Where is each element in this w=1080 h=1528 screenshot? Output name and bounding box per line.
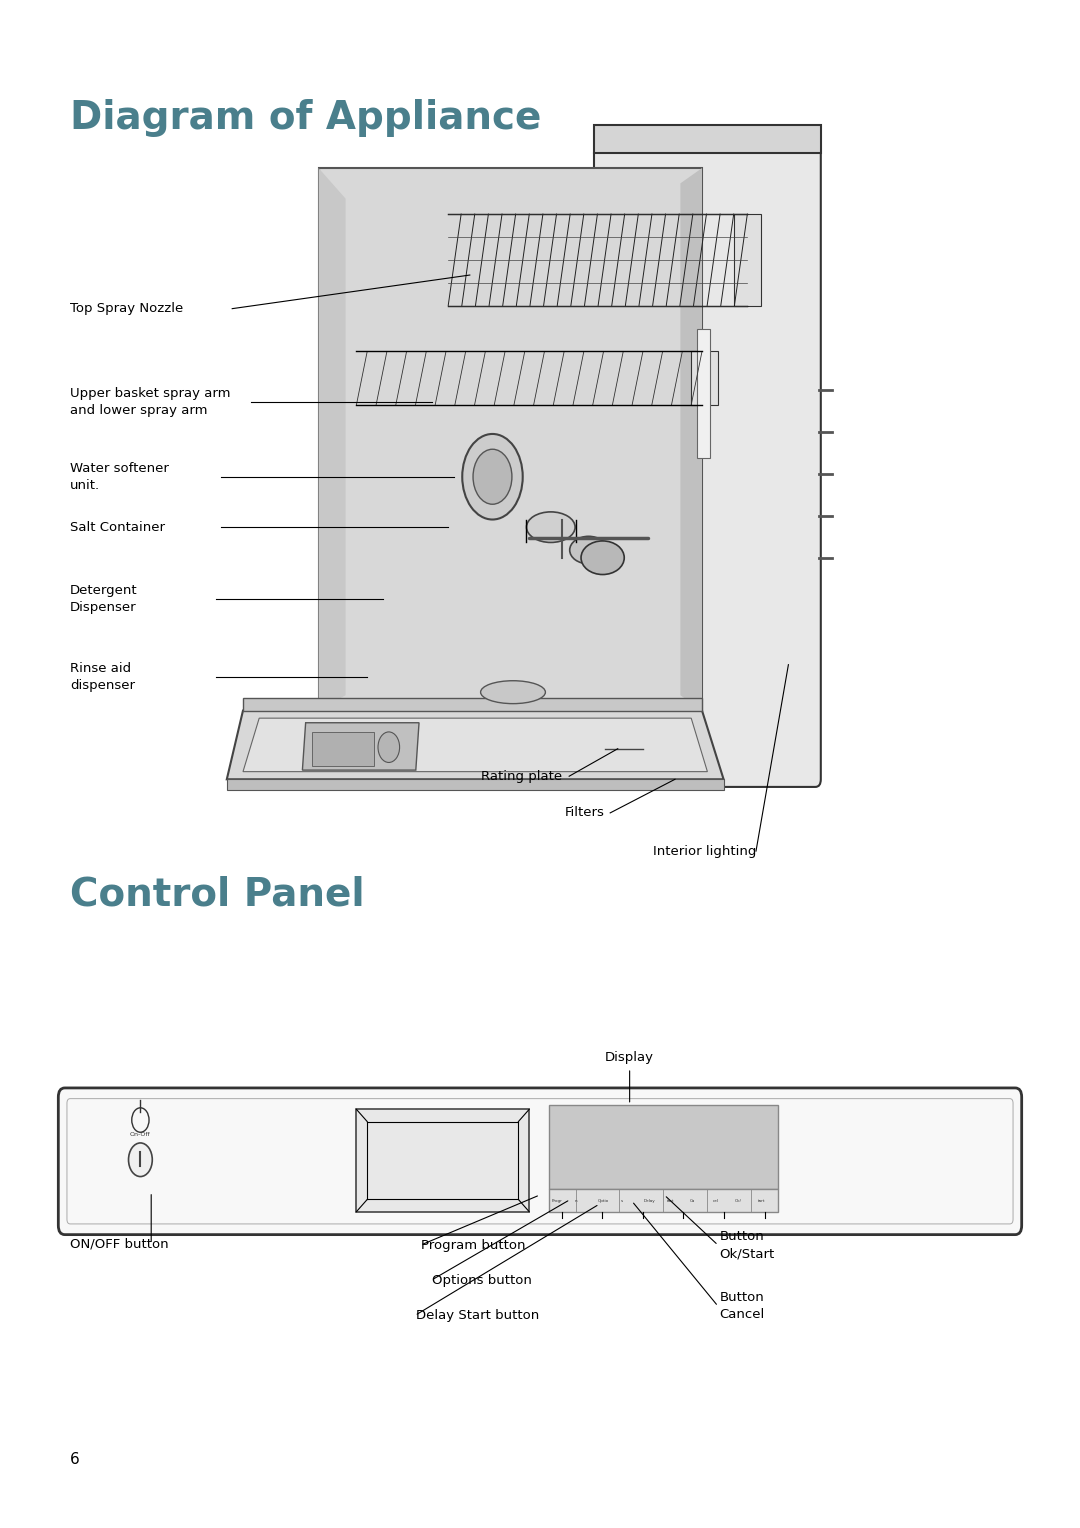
Circle shape [462,434,523,520]
Polygon shape [594,125,821,153]
Text: Interior lighting: Interior lighting [653,845,757,857]
FancyBboxPatch shape [697,329,710,458]
Polygon shape [734,214,761,306]
FancyBboxPatch shape [58,1088,1022,1235]
Polygon shape [232,782,724,790]
Text: Button
Ok/Start: Button Ok/Start [719,1230,774,1261]
FancyBboxPatch shape [312,732,374,766]
Text: cel: cel [713,1199,718,1203]
FancyBboxPatch shape [356,1109,529,1212]
Text: Options button: Options button [432,1274,531,1287]
Text: Top Spray Nozzle: Top Spray Nozzle [70,303,184,315]
Ellipse shape [527,512,575,542]
Text: Salt Container: Salt Container [70,521,165,533]
Text: Diagram of Appliance: Diagram of Appliance [70,99,541,138]
Text: Rating plate: Rating plate [481,770,562,782]
Text: Button
Cancel: Button Cancel [719,1291,765,1322]
Text: Detergent
Dispenser: Detergent Dispenser [70,584,138,614]
Text: ON/OFF button: ON/OFF button [70,1238,168,1250]
Text: Ok/: Ok/ [735,1199,742,1203]
Text: 6: 6 [70,1452,80,1467]
Text: Display: Display [605,1051,653,1063]
FancyBboxPatch shape [594,145,821,787]
Text: Optio: Optio [597,1199,609,1203]
Ellipse shape [481,680,545,703]
Ellipse shape [581,541,624,575]
Circle shape [473,449,512,504]
Text: Rinse aid
dispenser: Rinse aid dispenser [70,662,135,692]
Polygon shape [319,168,346,711]
Text: tart: tart [666,1199,674,1203]
FancyBboxPatch shape [549,1189,778,1212]
Polygon shape [243,698,702,711]
Polygon shape [691,351,718,405]
Circle shape [129,1143,152,1177]
Circle shape [378,732,400,762]
Polygon shape [227,779,724,790]
Ellipse shape [570,536,607,564]
FancyBboxPatch shape [319,168,702,711]
Polygon shape [243,718,707,772]
Text: Filters: Filters [565,807,605,819]
Text: s: s [621,1199,623,1203]
Text: Progr: Progr [552,1199,563,1203]
FancyBboxPatch shape [549,1105,778,1189]
Polygon shape [302,723,419,770]
Text: Program button: Program button [421,1239,526,1251]
Text: Control Panel: Control Panel [70,876,365,914]
Text: tart: tart [758,1199,766,1203]
Text: Upper basket spray arm
and lower spray arm: Upper basket spray arm and lower spray a… [70,387,231,417]
Polygon shape [680,168,702,711]
Text: On-Off: On-Off [130,1132,151,1137]
Text: Delay Start button: Delay Start button [416,1309,539,1322]
Polygon shape [227,711,724,779]
Text: Delay: Delay [644,1199,656,1203]
Text: Water softener
unit.: Water softener unit. [70,461,170,492]
Text: n: n [575,1199,578,1203]
Text: Ca: Ca [689,1199,694,1203]
